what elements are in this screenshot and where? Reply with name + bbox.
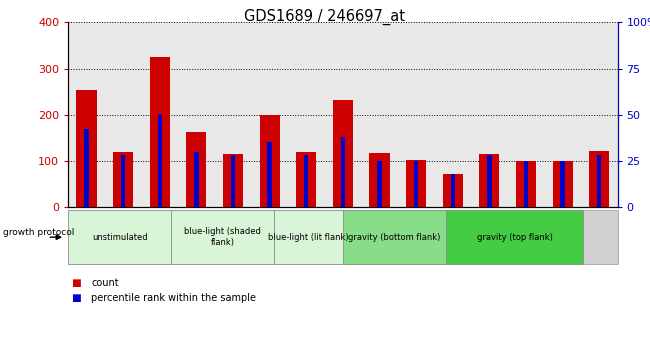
Text: blue-light (lit flank): blue-light (lit flank) <box>268 233 349 242</box>
Bar <box>267 142 272 207</box>
Bar <box>524 161 528 207</box>
Text: growth protocol: growth protocol <box>3 227 75 237</box>
Bar <box>231 155 235 207</box>
Text: gravity (top flank): gravity (top flank) <box>476 233 552 242</box>
Bar <box>589 151 609 207</box>
Text: count: count <box>91 278 119 288</box>
Bar <box>187 132 207 207</box>
Bar <box>77 90 97 207</box>
Bar <box>113 152 133 207</box>
Bar <box>121 155 125 207</box>
Text: gravity (bottom flank): gravity (bottom flank) <box>348 233 441 242</box>
Text: blue-light (shaded
flank): blue-light (shaded flank) <box>185 227 261 247</box>
Text: ■: ■ <box>72 278 81 288</box>
Bar <box>296 152 317 207</box>
Bar <box>487 155 491 207</box>
Bar <box>450 174 455 207</box>
Bar <box>479 154 499 207</box>
Bar <box>259 115 280 207</box>
Bar <box>406 160 426 207</box>
Bar <box>597 155 601 207</box>
Bar <box>414 161 419 207</box>
Bar <box>369 153 389 207</box>
Bar <box>341 137 345 207</box>
Text: ■: ■ <box>72 294 81 303</box>
Text: percentile rank within the sample: percentile rank within the sample <box>91 294 256 303</box>
Bar <box>157 115 162 207</box>
Bar <box>333 100 353 207</box>
Bar <box>560 161 565 207</box>
Bar <box>150 57 170 207</box>
Bar <box>516 161 536 207</box>
Text: GDS1689 / 246697_at: GDS1689 / 246697_at <box>244 9 406 25</box>
Bar <box>194 152 199 207</box>
Bar <box>377 161 382 207</box>
Bar <box>552 161 573 207</box>
Text: unstimulated: unstimulated <box>92 233 148 242</box>
Bar <box>223 154 243 207</box>
Bar <box>304 155 309 207</box>
Bar <box>443 174 463 207</box>
Bar <box>84 129 89 207</box>
